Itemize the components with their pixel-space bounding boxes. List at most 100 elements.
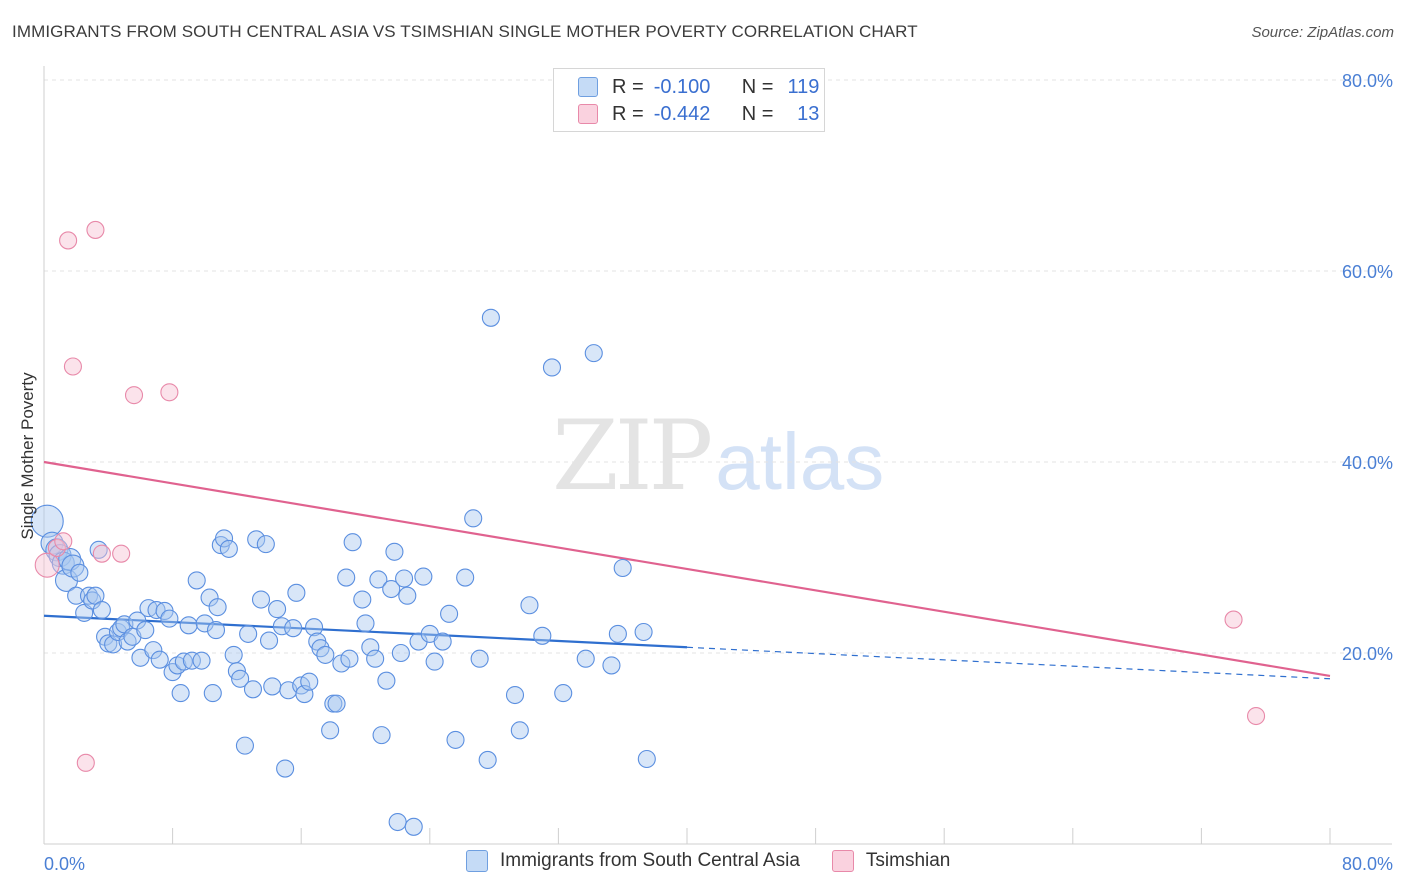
data-point-immigrants [83, 591, 102, 610]
data-point-tsimshian [124, 386, 144, 405]
data-point-immigrants [251, 590, 271, 609]
data-point-immigrants [398, 586, 417, 605]
data-point-immigrants [388, 812, 407, 832]
data-point-immigrants [414, 567, 433, 586]
chart-title: IMMIGRANTS FROM SOUTH CENTRAL ASIA VS TS… [12, 22, 918, 41]
data-point-immigrants [554, 684, 573, 703]
data-point-immigrants [144, 641, 163, 660]
data-point-immigrants [276, 759, 295, 778]
data-point-immigrants [247, 530, 266, 549]
data-point-immigrants [150, 650, 169, 669]
legend-label: Tsimshian [865, 850, 951, 871]
data-points [30, 220, 1266, 836]
legend-r-value: -0.442 [653, 102, 711, 125]
data-point-immigrants [263, 677, 282, 696]
data-point-immigrants [51, 551, 75, 575]
data-point-immigrants [385, 542, 404, 561]
data-point-immigrants [203, 684, 222, 703]
data-point-tsimshian [63, 357, 82, 376]
data-point-immigrants [206, 621, 226, 640]
data-point-immigrants [382, 579, 401, 599]
data-point-immigrants [239, 624, 258, 643]
y-tick-label: 80.0% [1342, 71, 1393, 91]
data-point-immigrants [182, 651, 201, 670]
data-point-immigrants [268, 600, 287, 619]
data-point-tsimshian [47, 538, 66, 558]
chart-source: Source: ZipAtlas.com [1251, 24, 1394, 41]
data-point-immigrants [337, 568, 356, 587]
data-point-immigrants [533, 626, 552, 645]
data-point-immigrants [576, 649, 595, 668]
data-point-immigrants [404, 817, 423, 836]
data-point-immigrants [634, 622, 653, 642]
data-point-immigrants [637, 749, 656, 769]
trend-line-tsimshian [43, 460, 1331, 678]
data-point-immigrants [584, 344, 603, 363]
data-point-immigrants [391, 643, 410, 663]
data-point-immigrants [372, 726, 391, 745]
data-point-immigrants [369, 570, 388, 589]
data-point-immigrants [353, 590, 372, 609]
data-point-immigrants [321, 721, 340, 740]
data-point-immigrants [160, 609, 179, 628]
data-point-immigrants [395, 569, 414, 588]
data-point-tsimshian [92, 544, 111, 563]
trend-line-immigrants-extension [686, 646, 1331, 680]
legend-swatch [831, 850, 854, 872]
y-axis-title: Single Mother Poverty [18, 372, 37, 540]
data-point-immigrants [243, 680, 263, 699]
data-point-immigrants [361, 638, 380, 657]
data-point-immigrants [30, 504, 64, 538]
data-point-immigrants [287, 583, 306, 602]
data-point-immigrants [272, 617, 291, 636]
x-tick-label: 80.0% [1342, 854, 1393, 874]
data-point-immigrants [356, 614, 375, 633]
data-point-immigrants [256, 535, 275, 554]
data-point-tsimshian [112, 544, 131, 563]
data-point-immigrants [70, 563, 89, 582]
legend-row-pink: R = -0.442 N = 13 [578, 101, 819, 127]
legend-swatch-pink [578, 104, 598, 124]
data-point-immigrants [214, 529, 234, 548]
data-point-immigrants [340, 649, 359, 668]
data-point-immigrants [478, 750, 497, 770]
legend-n-value: 119 [787, 75, 820, 98]
grid [44, 79, 1392, 654]
data-point-immigrants [316, 645, 335, 664]
x-tick-label: 0.0% [44, 854, 85, 874]
data-point-immigrants [231, 669, 250, 688]
data-point-immigrants [192, 651, 211, 670]
data-point-immigrants [171, 684, 190, 703]
data-point-immigrants [224, 645, 243, 664]
data-point-immigrants [505, 685, 525, 705]
data-point-immigrants [136, 621, 155, 640]
legend-swatch-blue [578, 77, 598, 97]
data-point-immigrants [187, 571, 206, 590]
tick-labels: 20.0% 40.0% 60.0% 80.0% 0.0% 80.0% Single Moth… [18, 71, 1393, 874]
data-point-immigrants [433, 632, 452, 651]
legend-item-tsimshian: Tsimshian [831, 850, 951, 872]
legend-item-immigrants: Immigrants from South Central Asia [466, 850, 800, 872]
data-point-immigrants [481, 308, 500, 327]
data-point-immigrants [235, 736, 254, 755]
legend-row-blue: R = -0.100 N = 119 [578, 74, 819, 100]
data-point-immigrants [195, 614, 214, 633]
data-point-immigrants [284, 619, 303, 638]
data-point-immigrants [92, 600, 111, 620]
data-point-tsimshian [160, 383, 179, 402]
data-point-immigrants [305, 618, 324, 637]
data-point-immigrants [440, 604, 459, 623]
legend-r-label: R = [612, 102, 644, 125]
data-point-tsimshian [1247, 706, 1266, 726]
data-point-immigrants [608, 624, 627, 643]
watermark-zip: ZIP [552, 400, 713, 512]
data-point-immigrants [520, 596, 539, 615]
trend-lines [43, 460, 1331, 680]
data-point-tsimshian [76, 753, 95, 772]
data-point-immigrants [602, 656, 621, 675]
data-point-immigrants [300, 672, 319, 691]
watermark: ZIPatlas [552, 400, 884, 512]
data-point-tsimshian [59, 231, 78, 250]
y-tick-label: 60.0% [1342, 262, 1393, 282]
